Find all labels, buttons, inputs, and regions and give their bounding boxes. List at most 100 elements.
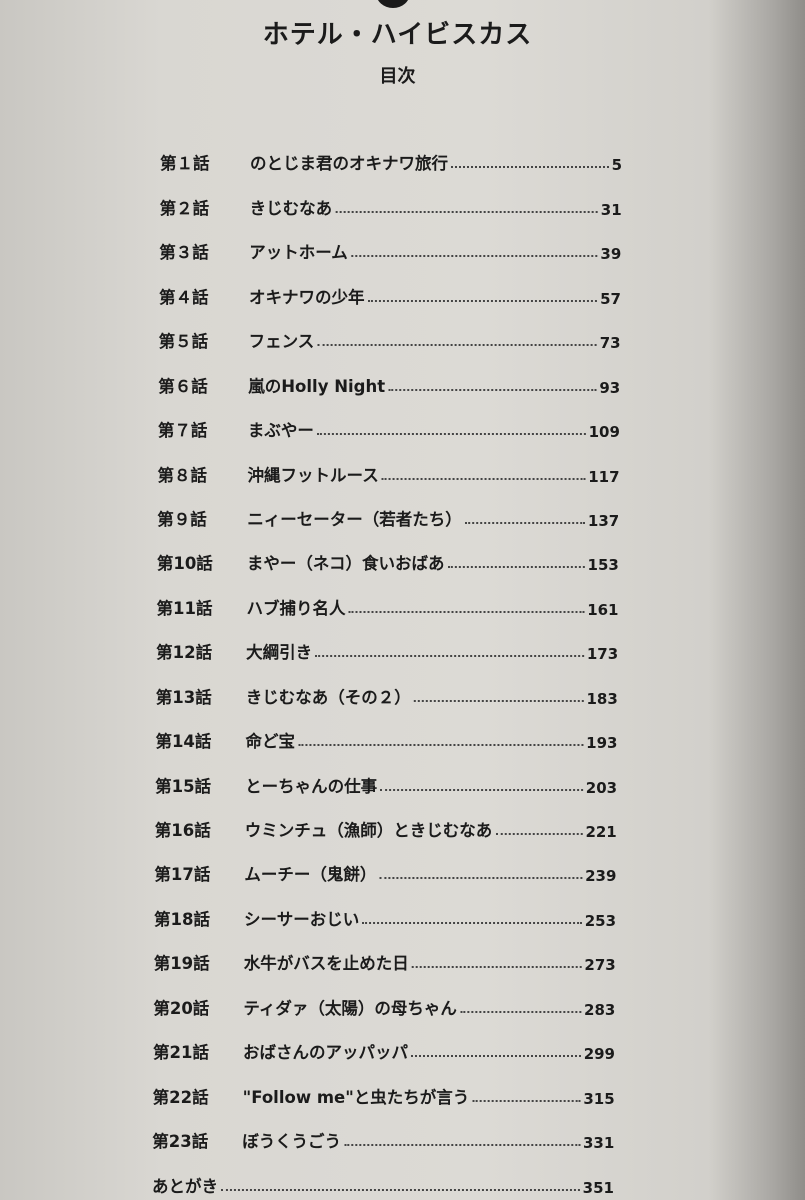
page-number: 273 — [584, 956, 616, 975]
toc-entry: 第14話 命ど宝 193 — [155, 708, 617, 752]
chapter-title: きじむなあ（その２） — [245, 687, 411, 707]
leader-dots — [388, 388, 597, 391]
chapter-number: 第20話 — [153, 998, 210, 1018]
page-number: 5 — [611, 156, 622, 175]
page-number: 161 — [587, 600, 619, 619]
chapter-title: まやー（ネコ）食いおばあ — [246, 554, 445, 574]
toc-entry: 第２話 きじむなあ 31 — [160, 174, 622, 219]
leader-dots — [472, 1099, 581, 1102]
leader-dots — [297, 744, 584, 747]
chapter-number: 第４話 — [158, 287, 209, 307]
chapter-title: ティダァ（太陽）の母ちゃん — [243, 998, 457, 1018]
leader-dots — [447, 566, 585, 569]
toc-entry: 第１話 のとじま君のオキナワ旅行 5 — [160, 130, 622, 174]
leader-dots — [380, 788, 583, 791]
leader-dots — [495, 833, 583, 835]
chapter-title: とーちゃんの仕事 — [245, 776, 378, 796]
chapter-number: 第22話 — [152, 1087, 209, 1107]
chapter-number: 第23話 — [152, 1132, 209, 1152]
page-number: 239 — [585, 867, 617, 886]
page-number: 193 — [586, 734, 618, 753]
page-number: 73 — [599, 334, 621, 353]
decorative-dot — [376, 0, 410, 8]
page-number: 351 — [582, 1178, 614, 1197]
chapter-title: ムーチー（鬼餅） — [244, 865, 377, 885]
chapter-title: "Follow me"と虫たちが言う — [242, 1087, 470, 1107]
chapter-number: 第21話 — [153, 1043, 209, 1063]
chapter-number: 第17話 — [154, 865, 211, 885]
table-of-contents: 第１話 のとじま君のオキナワ旅行 5 第２話 きじむなあ 31 第３話 アットホーム 39 第４話… — [152, 130, 622, 1196]
chapter-title: 大綱引き — [246, 643, 313, 663]
toc-heading: 目次 — [379, 66, 416, 87]
toc-entry: 第22話 "Follow me"と虫たちが言う 315 — [152, 1063, 615, 1108]
chapter-number: 第７話 — [157, 421, 208, 441]
toc-entry: あとがき 351 — [151, 1152, 614, 1197]
leader-dots — [411, 966, 582, 969]
leader-dots — [315, 655, 584, 658]
leader-dots — [317, 344, 597, 347]
leader-dots — [379, 877, 583, 880]
chapter-number: 第19話 — [153, 954, 210, 974]
page-number: 39 — [600, 245, 622, 264]
chapter-title: ニィーセーター（若者たち） — [247, 509, 462, 529]
leader-dots — [381, 477, 586, 480]
chapter-title: ウミンチュ（漁師）ときじむなあ — [244, 821, 493, 840]
toc-entry: 第９話 ニィーセーター（若者たち） 137 — [157, 486, 619, 530]
leader-dots — [220, 1188, 580, 1191]
leader-dots — [367, 299, 598, 302]
toc-entry: 第11話 ハブ捕り名人 161 — [157, 574, 619, 619]
chapter-title: ハブ捕り名人 — [246, 598, 346, 618]
chapter-title: フェンス — [248, 332, 315, 352]
chapter-number: 第１話 — [160, 154, 210, 174]
page-number: 93 — [599, 378, 621, 397]
chapter-number: 第13話 — [155, 687, 212, 707]
chapter-title: シーサーおじい — [244, 909, 360, 929]
chapter-title: 水牛がバスを止めた日 — [243, 954, 409, 974]
chapter-title: おばさんのアッパッパ — [243, 1043, 408, 1063]
page-number: 31 — [600, 200, 622, 219]
toc-entry: 第４話 オキナワの少年 57 — [158, 263, 621, 308]
chapter-number: 第６話 — [158, 376, 208, 396]
leader-dots — [459, 1010, 582, 1013]
chapter-title: 嵐のHolly Night — [248, 376, 386, 396]
chapter-number: 第９話 — [157, 509, 207, 529]
chapter-number: 第３話 — [159, 243, 209, 263]
chapter-title: きじむなあ — [249, 198, 333, 218]
leader-dots — [316, 433, 586, 436]
toc-entry: 第５話 フェンス 73 — [159, 308, 621, 352]
toc-entry: 第20話 ティダァ（太陽）の母ちゃん 283 — [153, 974, 616, 1019]
chapter-title: アットホーム — [249, 243, 348, 263]
chapter-title: のとじま君のオキナワ旅行 — [250, 154, 448, 174]
toc-entry: 第16話 ウミンチュ（漁師）ときじむなあ 221 — [155, 797, 617, 841]
leader-dots — [350, 255, 598, 258]
toc-entry: 第15話 とーちゃんの仕事 203 — [155, 752, 618, 797]
page-number: 331 — [582, 1134, 615, 1153]
book-title: ホテル・ハイビスカス — [262, 20, 533, 50]
toc-entry: 第３話 アットホーム 39 — [159, 219, 621, 263]
toc-entry: 第13話 きじむなあ（その２） 183 — [155, 663, 618, 708]
toc-entry: 第７話 まぶやー 109 — [158, 397, 620, 441]
chapter-title: まぶやー — [247, 421, 314, 441]
page-number: 153 — [587, 556, 619, 575]
chapter-title: あとがき — [151, 1176, 218, 1196]
chapter-number: 第16話 — [154, 821, 211, 840]
leader-dots — [343, 1144, 580, 1147]
toc-entry: 第19話 水牛がバスを止めた日 273 — [154, 930, 616, 974]
page-number: 109 — [588, 423, 620, 442]
chapter-number: 第14話 — [155, 732, 212, 752]
page-number: 283 — [584, 1000, 616, 1019]
chapter-title: 沖縄フットルース — [247, 465, 379, 485]
chapter-number: 第12話 — [156, 643, 213, 663]
page-number: 173 — [586, 645, 619, 664]
leader-dots — [411, 1055, 581, 1058]
chapter-title: 命ど宝 — [245, 732, 295, 752]
page-number: 137 — [587, 511, 620, 530]
page-number: 203 — [585, 778, 618, 797]
leader-dots — [335, 210, 598, 213]
toc-entry: 第18話 シーサーおじい 253 — [154, 885, 616, 930]
toc-entry: 第21話 おばさんのアッパッパ 299 — [153, 1019, 615, 1063]
chapter-number: 第８話 — [157, 465, 208, 485]
leader-dots — [348, 610, 585, 613]
leader-dots — [451, 166, 609, 169]
chapter-number: 第５話 — [158, 332, 209, 352]
